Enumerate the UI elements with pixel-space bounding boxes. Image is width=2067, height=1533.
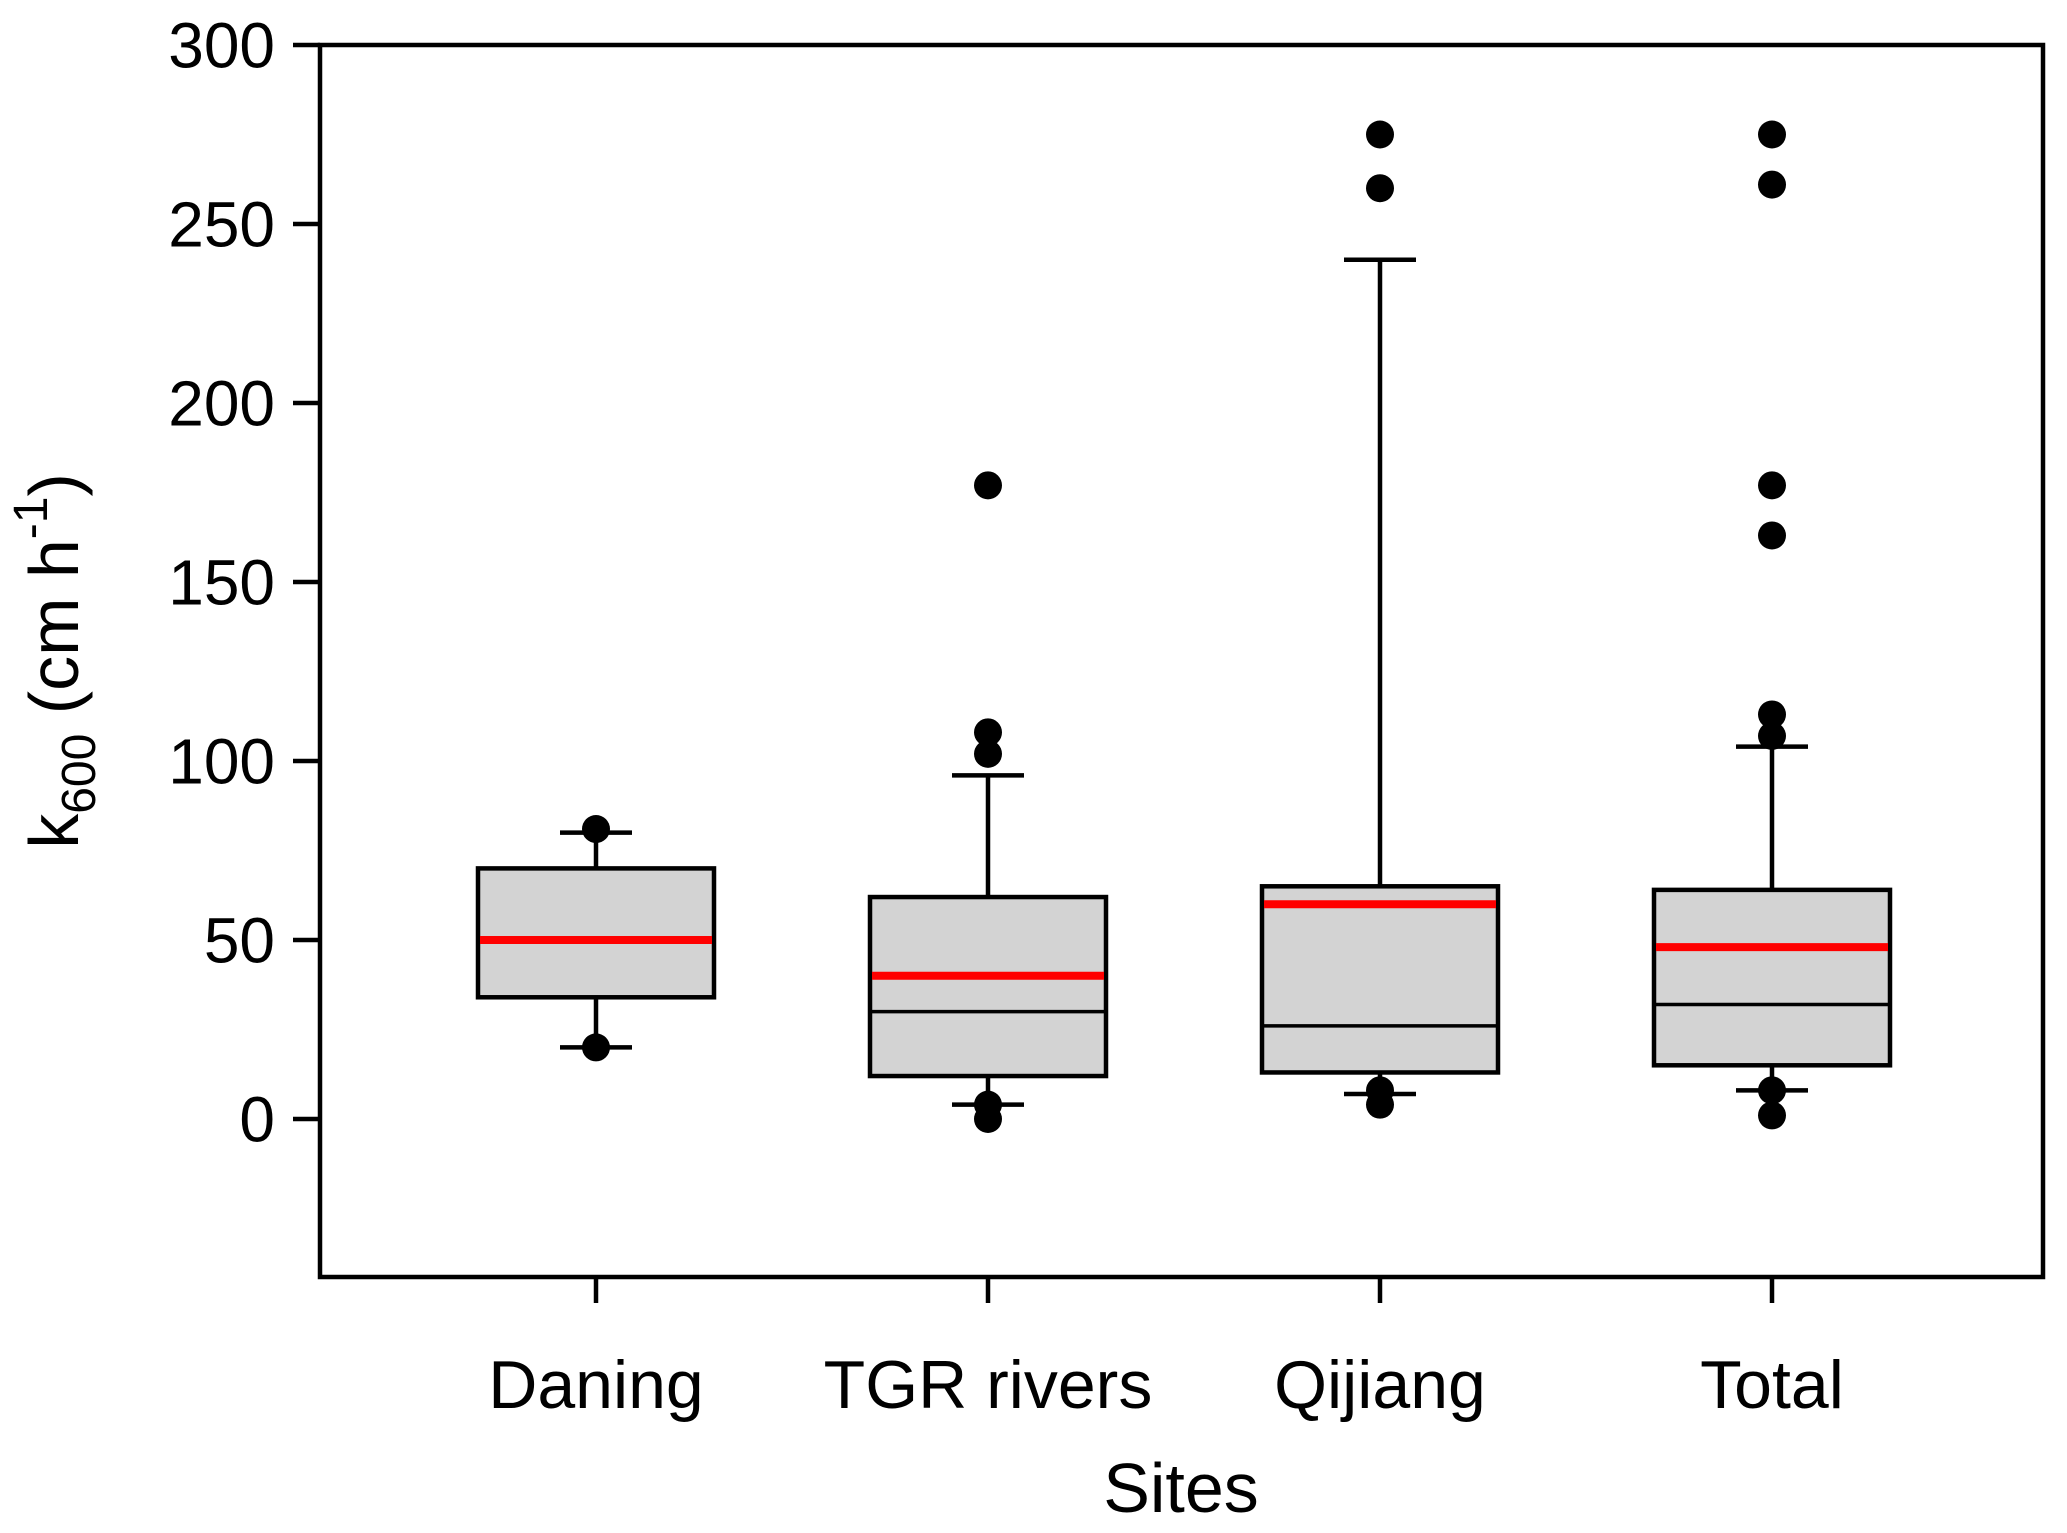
box-group-total: [1651, 120, 1893, 1130]
y-tick-label: 50: [204, 904, 275, 976]
category-label: TGR rivers: [824, 1347, 1153, 1423]
y-tick-label: 200: [168, 367, 275, 439]
y-tick-label: 0: [239, 1083, 275, 1155]
y-axis-title-base: (cm h: [15, 539, 93, 733]
y-tick-label: 300: [168, 9, 275, 81]
outlier-dot: [974, 1090, 1002, 1119]
outlier-dot: [1758, 471, 1786, 500]
outlier-dot: [1758, 1076, 1786, 1105]
y-axis: 0 50 100 150 200 250 300 k600 (cm h-1): [5, 9, 320, 1155]
y-axis-title-base: k: [15, 813, 93, 849]
outlier-dot: [1758, 1101, 1786, 1130]
y-tick-label: 100: [168, 725, 275, 797]
outlier-dot: [974, 718, 1002, 747]
outlier-dot: [582, 1033, 610, 1062]
y-axis-title-base: ): [15, 473, 93, 496]
x-axis-title: Sites: [1103, 1449, 1259, 1527]
outlier-dot: [1758, 700, 1786, 729]
outlier-dot: [974, 471, 1002, 500]
y-axis-title-sub: 600: [53, 734, 106, 814]
outlier-dot: [1366, 120, 1394, 149]
x-axis: Daning TGR rivers Qijiang Total: [488, 1277, 1844, 1423]
outlier-dot: [1758, 120, 1786, 149]
y-tick-label: 150: [168, 546, 275, 618]
outlier-dot: [1758, 521, 1786, 550]
iqr-box: [867, 894, 1109, 1079]
category-label: Daning: [488, 1347, 704, 1423]
box-group-tgr-rivers: [867, 471, 1109, 1133]
category-label: Total: [1700, 1347, 1844, 1423]
outlier-dot: [1758, 721, 1786, 750]
category-label: Qijiang: [1274, 1347, 1486, 1423]
y-axis-title-sup: -1: [5, 497, 58, 540]
iqr-box: [475, 866, 717, 1000]
box-group-qijiang: [1259, 120, 1501, 1119]
box-group-daning: [475, 815, 717, 1062]
iqr-box: [1259, 884, 1501, 1075]
plot-frame: [317, 42, 2046, 1280]
y-tick-label: 250: [168, 188, 275, 260]
iqr-box: [1651, 887, 1893, 1068]
outlier-dot: [974, 739, 1002, 768]
boxes-layer: [475, 120, 1893, 1133]
outlier-dot: [1758, 170, 1786, 199]
outlier-dot: [1366, 174, 1394, 203]
outlier-dot: [582, 815, 610, 844]
outlier-dot: [1366, 1076, 1394, 1105]
plot-frame-layer: [317, 42, 2046, 1280]
y-axis-title: k600 (cm h-1): [5, 473, 106, 849]
